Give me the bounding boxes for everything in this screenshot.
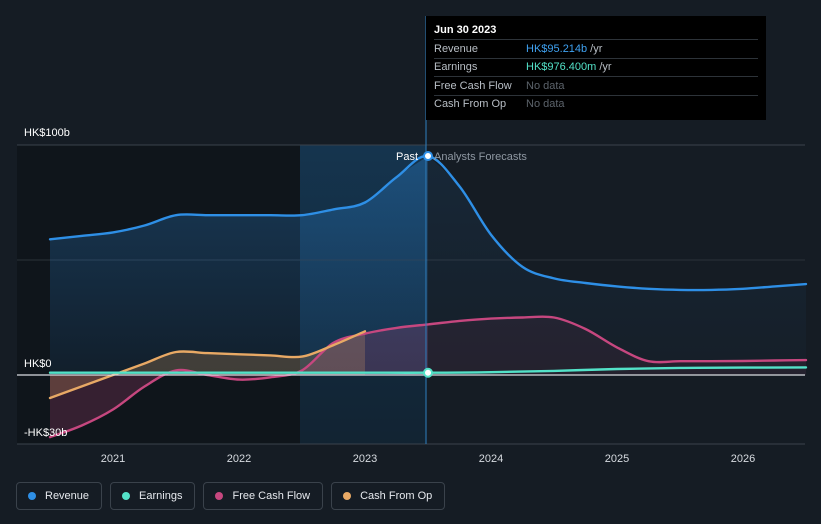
tooltip-value: No data (526, 98, 565, 111)
earnings-hover-dot (423, 367, 433, 378)
y-label-zero: HK$0 (24, 358, 52, 370)
legend-label: Cash From Op (360, 490, 433, 502)
legend-item-revenue[interactable]: Revenue (16, 482, 103, 510)
tooltip-name: Cash From Op (434, 98, 507, 111)
y-label-bottom: -HK$30b (24, 427, 67, 439)
tooltip-unit: /yr (590, 42, 603, 55)
legend-dot-icon (343, 492, 352, 500)
free-cash-flow-line (48, 315, 808, 439)
tooltip-value: HK$95.214b (526, 42, 588, 55)
legend-label: Free Cash Flow (232, 490, 311, 502)
x-tick-2024: 2024 (479, 453, 503, 465)
cash-from-op-area-past (50, 331, 365, 398)
revenue-area-past (50, 156, 428, 375)
revenue-hover-dot (423, 151, 433, 162)
x-tick-2025: 2025 (605, 453, 629, 465)
tooltip-row-revenue: Revenue HK$95.214b /yr (434, 39, 758, 58)
free-cash-flow-area-past (50, 324, 428, 438)
legend-dot-icon (215, 492, 224, 500)
legend-item-free-cash-flow[interactable]: Free Cash Flow (203, 482, 324, 510)
legend-label: Revenue (45, 490, 90, 502)
legend-dot-icon (28, 492, 36, 500)
cash-from-op-line (48, 330, 367, 400)
tooltip-name: Revenue (434, 42, 479, 55)
forecast-label: Analysts Forecasts (434, 151, 527, 163)
tooltip-name: Free Cash Flow (434, 79, 512, 92)
tooltip-row-earnings: Earnings HK$976.400m /yr (434, 57, 758, 77)
tooltip-date: Jun 30 2023 (434, 24, 497, 36)
x-tick-2026: 2026 (731, 453, 755, 465)
y-label-top: HK$100b (24, 127, 70, 139)
x-tick-2022: 2022 (227, 453, 251, 465)
legend-label: Earnings (139, 490, 183, 502)
hover-tooltip: Jun 30 2023 Revenue HK$95.214b /yr Earni… (426, 16, 766, 120)
legend-item-cash-from-op[interactable]: Cash From Op (331, 482, 446, 510)
free-cash-flow-area-forecast (428, 316, 806, 375)
chart-legend: Revenue Earnings Free Cash Flow Cash Fro… (16, 482, 446, 510)
x-tick-2021: 2021 (101, 453, 125, 465)
legend-dot-icon (122, 492, 131, 500)
x-tick-2023: 2023 (353, 453, 377, 465)
past-label: Past (396, 151, 418, 163)
tooltip-value: HK$976.400m (526, 61, 597, 74)
tooltip-value: No data (526, 79, 565, 92)
tooltip-name: Earnings (434, 61, 478, 74)
revenue-area-forecast (428, 156, 806, 375)
tooltip-row-cash-from-op: Cash From Op No data (434, 94, 758, 114)
tooltip-row-free-cash-flow: Free Cash Flow No data (434, 76, 758, 95)
tooltip-unit: /yr (599, 61, 612, 74)
legend-item-earnings[interactable]: Earnings (110, 482, 196, 510)
